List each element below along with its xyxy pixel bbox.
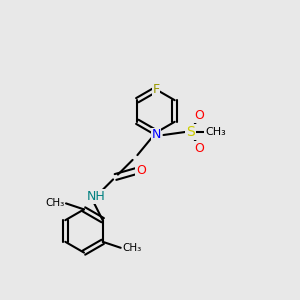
Text: O: O <box>195 109 204 122</box>
Text: N: N <box>151 128 161 142</box>
Text: O: O <box>195 142 204 155</box>
Text: O: O <box>136 164 146 178</box>
Text: NH: NH <box>87 190 105 203</box>
Text: S: S <box>186 125 195 139</box>
Text: CH₃: CH₃ <box>122 243 142 253</box>
Text: CH₃: CH₃ <box>45 198 64 208</box>
Text: F: F <box>152 83 160 96</box>
Text: CH₃: CH₃ <box>205 127 226 137</box>
